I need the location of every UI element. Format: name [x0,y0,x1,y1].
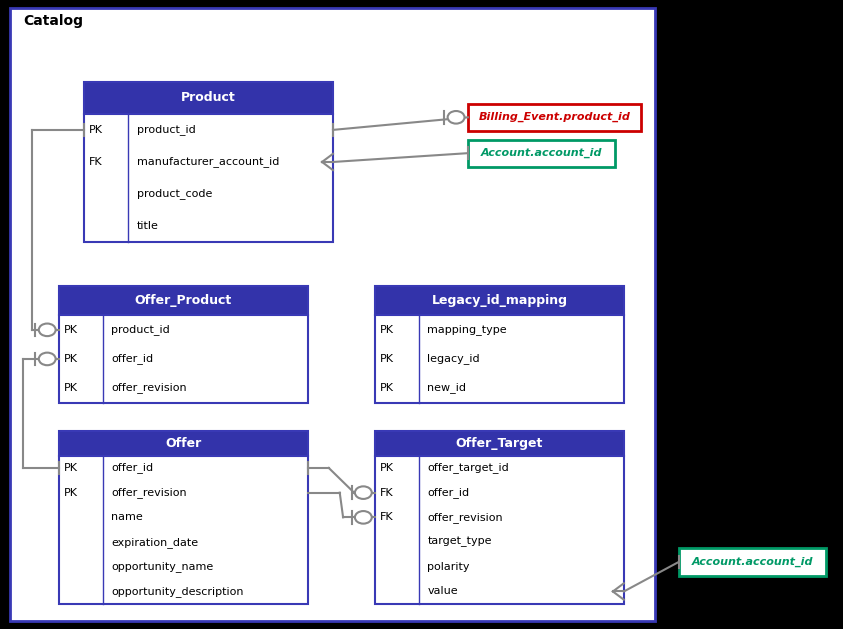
FancyBboxPatch shape [59,431,308,455]
Text: value: value [427,586,458,596]
Text: Offer_Product: Offer_Product [135,294,232,307]
Text: Billing_Event.product_id: Billing_Event.product_id [478,112,631,123]
Text: FK: FK [380,513,394,522]
Circle shape [355,486,372,499]
Text: expiration_date: expiration_date [111,537,198,547]
FancyBboxPatch shape [59,455,308,604]
Text: PK: PK [380,325,395,335]
FancyBboxPatch shape [375,286,624,315]
FancyBboxPatch shape [375,431,624,455]
Text: title: title [137,221,158,231]
Text: PK: PK [64,325,78,335]
Text: offer_revision: offer_revision [427,512,503,523]
Text: FK: FK [89,157,103,167]
Text: Legacy_id_mapping: Legacy_id_mapping [432,294,567,307]
Text: target_type: target_type [427,537,492,547]
Text: legacy_id: legacy_id [427,353,480,364]
FancyBboxPatch shape [84,82,333,114]
Text: Catalog: Catalog [23,14,83,28]
Text: offer_id: offer_id [427,487,470,498]
FancyBboxPatch shape [468,140,615,167]
FancyBboxPatch shape [59,315,308,403]
Text: offer_id: offer_id [111,462,153,474]
Text: PK: PK [64,354,78,364]
Text: PK: PK [380,463,395,473]
Text: PK: PK [64,487,78,498]
Circle shape [39,323,56,336]
FancyBboxPatch shape [679,548,826,576]
Text: product_id: product_id [137,125,196,135]
Text: mapping_type: mapping_type [427,325,507,335]
Text: offer_id: offer_id [111,353,153,364]
Text: opportunity_name: opportunity_name [111,561,213,572]
Text: PK: PK [89,125,104,135]
Text: opportunity_description: opportunity_description [111,586,244,597]
Text: manufacturer_account_id: manufacturer_account_id [137,157,279,167]
Text: Account.account_id: Account.account_id [691,557,813,567]
FancyBboxPatch shape [59,286,308,315]
Text: offer_revision: offer_revision [111,487,187,498]
Text: product_code: product_code [137,189,212,199]
Circle shape [39,353,56,365]
Text: Offer_Target: Offer_Target [456,437,543,450]
Text: PK: PK [64,463,78,473]
FancyBboxPatch shape [468,104,641,131]
Text: Offer: Offer [165,437,201,450]
FancyBboxPatch shape [375,315,624,403]
Text: offer_revision: offer_revision [111,382,187,394]
Circle shape [355,511,372,523]
Circle shape [448,111,464,123]
Text: product_id: product_id [111,325,170,335]
Text: new_id: new_id [427,382,466,394]
Text: PK: PK [380,383,395,393]
Text: PK: PK [64,383,78,393]
FancyBboxPatch shape [10,8,655,621]
Text: FK: FK [380,487,394,498]
Text: Product: Product [181,91,236,104]
FancyBboxPatch shape [84,114,333,242]
Text: Account.account_id: Account.account_id [481,148,603,159]
Text: name: name [111,513,143,522]
Text: PK: PK [380,354,395,364]
Text: offer_target_id: offer_target_id [427,462,509,474]
FancyBboxPatch shape [375,455,624,604]
Text: polarity: polarity [427,562,470,572]
